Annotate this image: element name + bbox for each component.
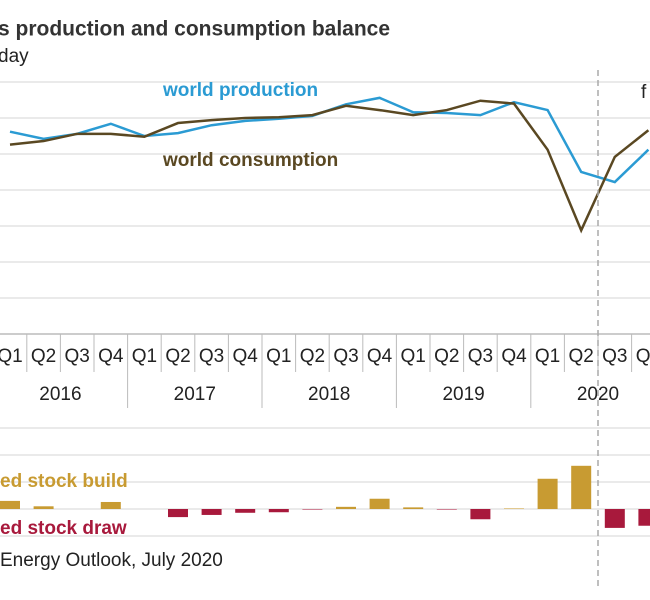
bar <box>604 509 625 528</box>
bar <box>0 500 20 509</box>
bar <box>33 506 54 509</box>
x-group-label: 2018 <box>308 384 350 405</box>
bar <box>403 507 424 509</box>
x-tick-label: Q3 <box>468 346 493 367</box>
x-tick-label: Q1 <box>266 346 291 367</box>
bar <box>302 509 323 510</box>
x-tick-label: Q3 <box>333 346 358 367</box>
x-tick-label: Q3 <box>65 346 90 367</box>
chart-subtitle: day <box>0 46 29 67</box>
x-tick-label: Q2 <box>300 346 325 367</box>
bar <box>504 508 524 509</box>
bar <box>168 509 188 518</box>
x-tick-label: Q4 <box>98 346 124 367</box>
x-tick-label: Q4 <box>636 346 650 367</box>
bar <box>537 478 558 509</box>
x-tick-label: Q4 <box>367 346 393 367</box>
bar <box>336 506 356 509</box>
x-tick-label: Q2 <box>31 346 56 367</box>
x-tick-label: Q4 <box>233 346 259 367</box>
x-tick-label: Q2 <box>434 346 459 367</box>
bar <box>201 509 222 515</box>
x-group-label: 2016 <box>39 384 81 405</box>
chart-title: s production and consumption balance <box>0 18 390 41</box>
x-tick-label: Q2 <box>165 346 190 367</box>
bar <box>436 509 457 510</box>
bar <box>268 509 289 513</box>
x-tick-label: Q3 <box>199 346 224 367</box>
x-group-label: 2017 <box>174 384 216 405</box>
x-tick-label: Q1 <box>132 346 157 367</box>
label-draw: ed stock draw <box>0 518 127 539</box>
bar <box>369 498 390 509</box>
annotation: f <box>641 82 647 103</box>
bar <box>470 509 491 520</box>
label-build: ed stock build <box>0 471 128 492</box>
x-tick-label: Q4 <box>501 346 527 367</box>
x-tick-label: Q1 <box>401 346 426 367</box>
bar <box>571 465 592 509</box>
source: Energy Outlook, July 2020 <box>0 550 223 571</box>
bar <box>235 509 256 513</box>
x-tick-label: Q1 <box>535 346 560 367</box>
x-tick-label: Q2 <box>569 346 594 367</box>
x-group-label: 2019 <box>442 384 484 405</box>
series-label: world production <box>162 80 318 101</box>
bar <box>100 501 121 509</box>
series-label: world consumption <box>162 150 338 171</box>
series-line <box>9 99 650 234</box>
bar <box>638 509 650 526</box>
x-tick-label: Q1 <box>0 346 23 367</box>
x-tick-label: Q3 <box>602 346 627 367</box>
